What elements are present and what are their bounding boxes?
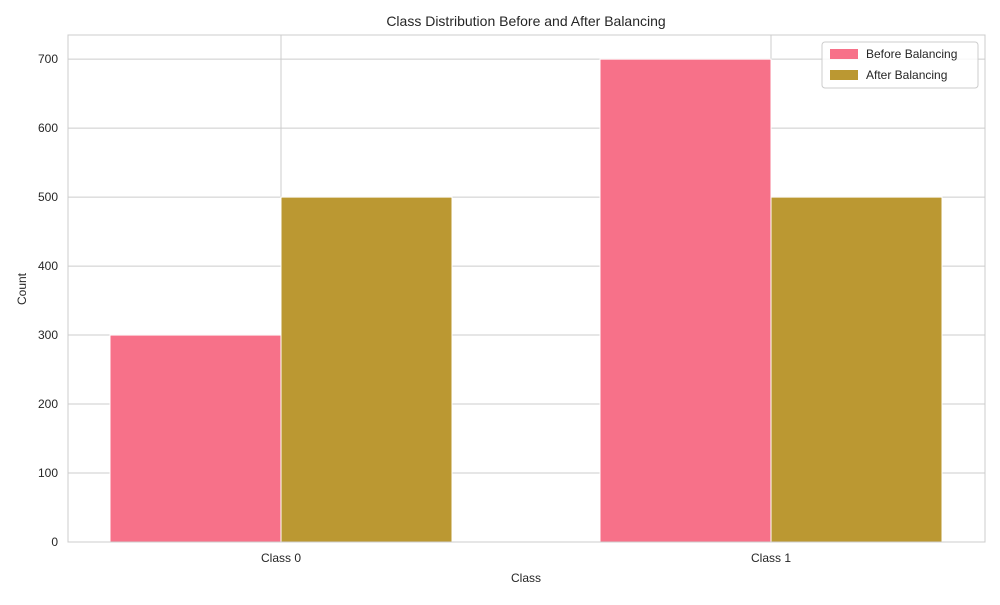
legend-label: After Balancing — [866, 68, 947, 82]
x-axis-label: Class — [511, 571, 541, 585]
bar-before-1 — [599, 58, 772, 543]
legend-swatch — [830, 70, 858, 80]
y-tick-label: 400 — [38, 259, 58, 273]
bar-after-1 — [770, 196, 943, 543]
y-tick-label: 700 — [38, 52, 58, 66]
x-axis-ticks: Class 0 Class 1 — [261, 551, 791, 565]
y-axis-label: Count — [15, 272, 29, 305]
legend-box — [821, 41, 979, 89]
y-tick-label: 500 — [38, 190, 58, 204]
y-tick-label: 100 — [38, 466, 58, 480]
legend-label: Before Balancing — [866, 47, 957, 61]
legend: Before Balancing After Balancing — [821, 41, 979, 89]
y-tick-label: 200 — [38, 397, 58, 411]
bars — [109, 58, 943, 543]
y-axis-ticks: 0 100 200 300 400 500 600 700 — [38, 52, 58, 549]
bar-after-0 — [280, 196, 453, 543]
x-tick-label: Class 1 — [751, 551, 791, 565]
y-tick-label: 0 — [51, 535, 58, 549]
y-tick-label: 600 — [38, 121, 58, 135]
x-tick-label: Class 0 — [261, 551, 301, 565]
chart-title: Class Distribution Before and After Bala… — [386, 13, 665, 29]
bar-before-0 — [109, 334, 282, 543]
plot-frame — [67, 34, 986, 543]
legend-swatch — [830, 49, 858, 59]
y-tick-label: 300 — [38, 328, 58, 342]
